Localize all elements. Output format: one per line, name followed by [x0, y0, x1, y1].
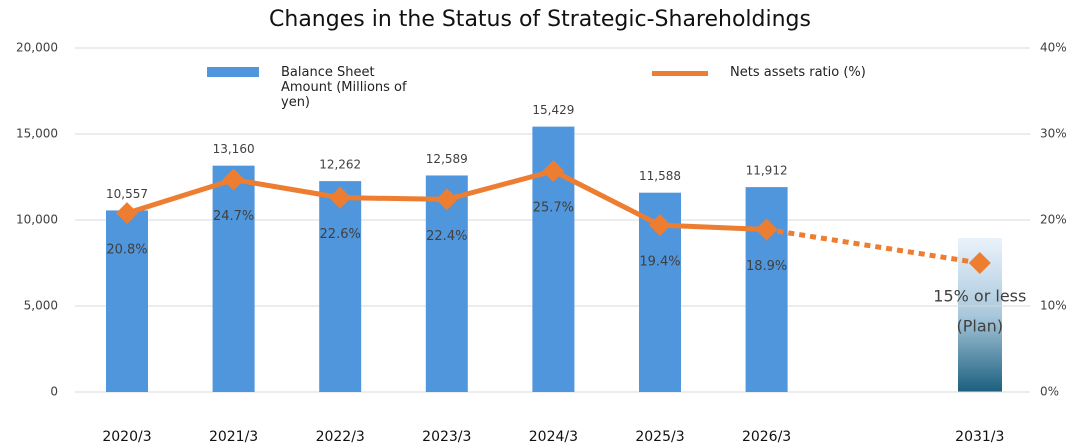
bar-value-label: 15,429: [532, 103, 574, 117]
line-value-label: 24.7%: [213, 209, 254, 224]
line-value-label: 18.9%: [746, 259, 787, 274]
x-tick-label: 2023/3: [422, 429, 471, 445]
bar-value-label: 10,557: [106, 187, 148, 201]
y-tick-label: 10,000: [16, 213, 58, 227]
y-tick-label: 20,000: [16, 41, 58, 55]
line-value-label: 22.6%: [320, 227, 361, 242]
y2-tick-label: 10%: [1040, 299, 1067, 313]
bar-value-label: 12,262: [319, 158, 361, 172]
line-value-label: 25.7%: [533, 200, 574, 215]
chart-title: Changes in the Status of Strategic-Share…: [269, 7, 811, 32]
x-tick-label: 2031/3: [955, 429, 1004, 445]
bar-value-label: 11,588: [639, 169, 681, 183]
line-value-label: 22.4%: [426, 229, 467, 244]
marker: [755, 218, 778, 241]
marker: [329, 186, 352, 209]
legend-label: Balance Sheet Amount (Millions of yen): [281, 65, 407, 110]
y-tick-label: 15,000: [16, 127, 58, 141]
bar: [425, 175, 468, 392]
y2-tick-label: 20%: [1040, 213, 1067, 227]
x-tick-label: 2020/3: [102, 429, 151, 445]
x-tick-label: 2024/3: [529, 429, 578, 445]
marker: [968, 252, 991, 274]
legend-label: Nets assets ratio (%): [730, 65, 866, 80]
y2-tick-label: 40%: [1040, 41, 1067, 55]
x-tick-label: 2021/3: [209, 429, 258, 445]
legend-line: Nets assets ratio (%): [652, 65, 866, 80]
x-tick-label: 2025/3: [635, 429, 684, 445]
legend-bar: Balance Sheet Amount (Millions of yen): [207, 65, 407, 110]
legend-swatch: [652, 71, 708, 76]
annotation: 15% or less: [933, 287, 1026, 306]
bar: [106, 210, 148, 392]
y2-tick-label: 0%: [1040, 385, 1059, 399]
marker: [649, 214, 671, 237]
bar-value-label: 13,160: [213, 142, 255, 156]
bar: [319, 181, 362, 392]
y-tick-label: 5,000: [24, 299, 58, 313]
marker: [435, 188, 458, 211]
bar-value-label: 12,589: [426, 152, 468, 166]
annotation: (Plan): [957, 317, 1004, 336]
bar-value-label: 11,912: [746, 164, 788, 178]
marker: [222, 168, 245, 191]
legend-swatch: [207, 67, 259, 77]
plan-line: [766, 226, 981, 266]
y-tick-label: 0: [50, 385, 58, 399]
y2-tick-label: 30%: [1040, 127, 1067, 141]
bar: [212, 165, 255, 392]
line-value-label: 20.8%: [106, 243, 147, 258]
line-value-label: 19.4%: [639, 255, 680, 270]
marker: [116, 202, 138, 225]
x-tick-label: 2022/3: [316, 429, 365, 445]
x-tick-label: 2026/3: [742, 429, 791, 445]
bar: [745, 187, 788, 392]
marker: [542, 159, 565, 182]
